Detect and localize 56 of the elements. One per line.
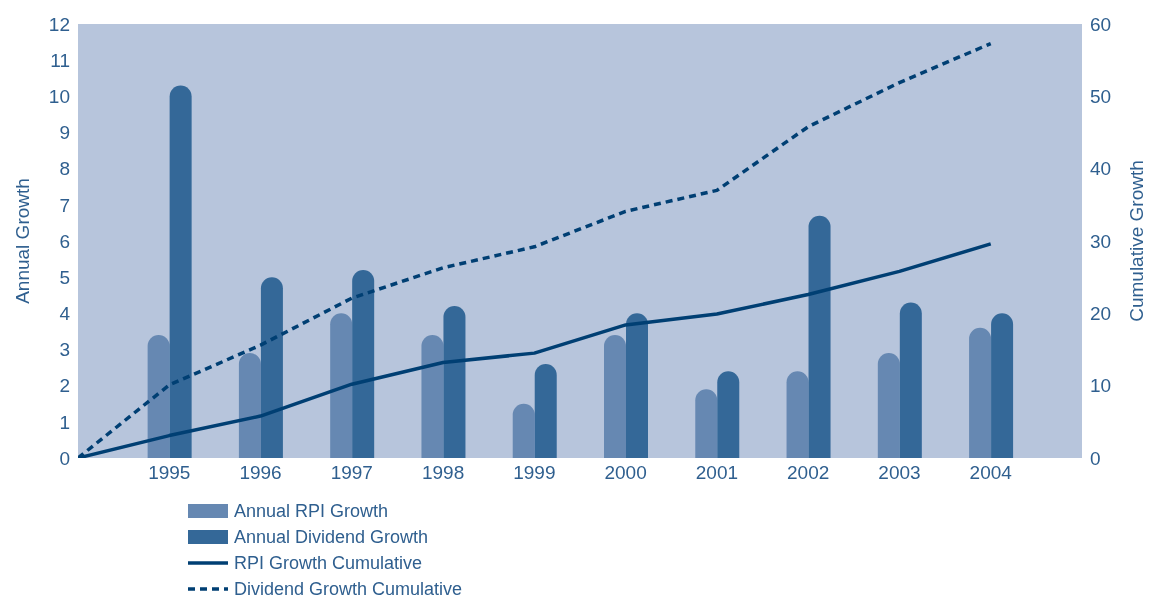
bar — [899, 302, 922, 458]
y-tick-label: 1 — [59, 411, 70, 433]
y2-tick-label: 30 — [1090, 230, 1112, 252]
y2-tick-label: 50 — [1090, 86, 1112, 108]
bar — [352, 269, 375, 458]
bar — [421, 335, 444, 458]
bar — [877, 353, 900, 458]
y-tick-label: 2 — [59, 375, 70, 397]
legend-label: Annual RPI Growth — [234, 500, 389, 523]
x-tick-label: 2002 — [787, 462, 830, 484]
x-tick-label: 1996 — [239, 462, 282, 484]
y2-tick-label: 60 — [1090, 13, 1112, 35]
bar — [626, 313, 648, 458]
x-tick-label: 1995 — [148, 462, 191, 484]
legend-label: Dividend Growth Cumulative — [234, 578, 463, 601]
bar — [991, 313, 1014, 458]
y2-tick-label: 0 — [1090, 447, 1101, 469]
y2-tick-label: 10 — [1090, 375, 1112, 397]
x-tick-label: 2001 — [695, 462, 739, 484]
y-tick-label: 10 — [48, 86, 70, 108]
bar — [147, 335, 170, 458]
x-tick-label: 1997 — [330, 462, 373, 484]
bar — [330, 313, 353, 458]
x-tick-label: 2004 — [969, 462, 1013, 484]
y2-tick-label: 20 — [1090, 303, 1112, 325]
bar — [260, 277, 283, 458]
x-tick-label: 1999 — [513, 462, 556, 484]
y-axis-title: Annual Growth — [11, 178, 33, 304]
bar — [534, 363, 557, 458]
bar — [786, 371, 809, 458]
y-tick-label: 11 — [50, 49, 70, 71]
bar — [717, 371, 740, 458]
bar — [969, 327, 992, 458]
legend-label: RPI Growth Cumulative — [234, 552, 423, 575]
y-tick-label: 4 — [59, 303, 71, 325]
bar — [512, 403, 535, 458]
x-tick-label: 2000 — [604, 462, 647, 484]
x-tick-label: 2003 — [878, 462, 921, 484]
y-tick-label: 6 — [59, 230, 70, 252]
bar — [808, 215, 831, 458]
x-tick-label: 1998 — [421, 462, 465, 484]
bar — [695, 389, 718, 458]
bar — [604, 335, 626, 458]
bar — [443, 306, 466, 458]
y-tick-label: 0 — [59, 447, 70, 469]
y-tick-label: 9 — [59, 122, 70, 144]
y-tick-label: 7 — [59, 194, 70, 216]
y-tick-label: 8 — [59, 158, 70, 180]
bar — [169, 85, 192, 458]
y-tick-label: 5 — [59, 266, 70, 288]
bar — [238, 353, 261, 458]
y2-axis-title: Cumulative Growth — [1125, 160, 1147, 322]
y2-tick-label: 40 — [1090, 158, 1112, 180]
y-tick-label: 12 — [48, 13, 70, 35]
y-tick-label: 3 — [59, 339, 70, 361]
legend-label: Annual Dividend Growth — [234, 526, 429, 549]
